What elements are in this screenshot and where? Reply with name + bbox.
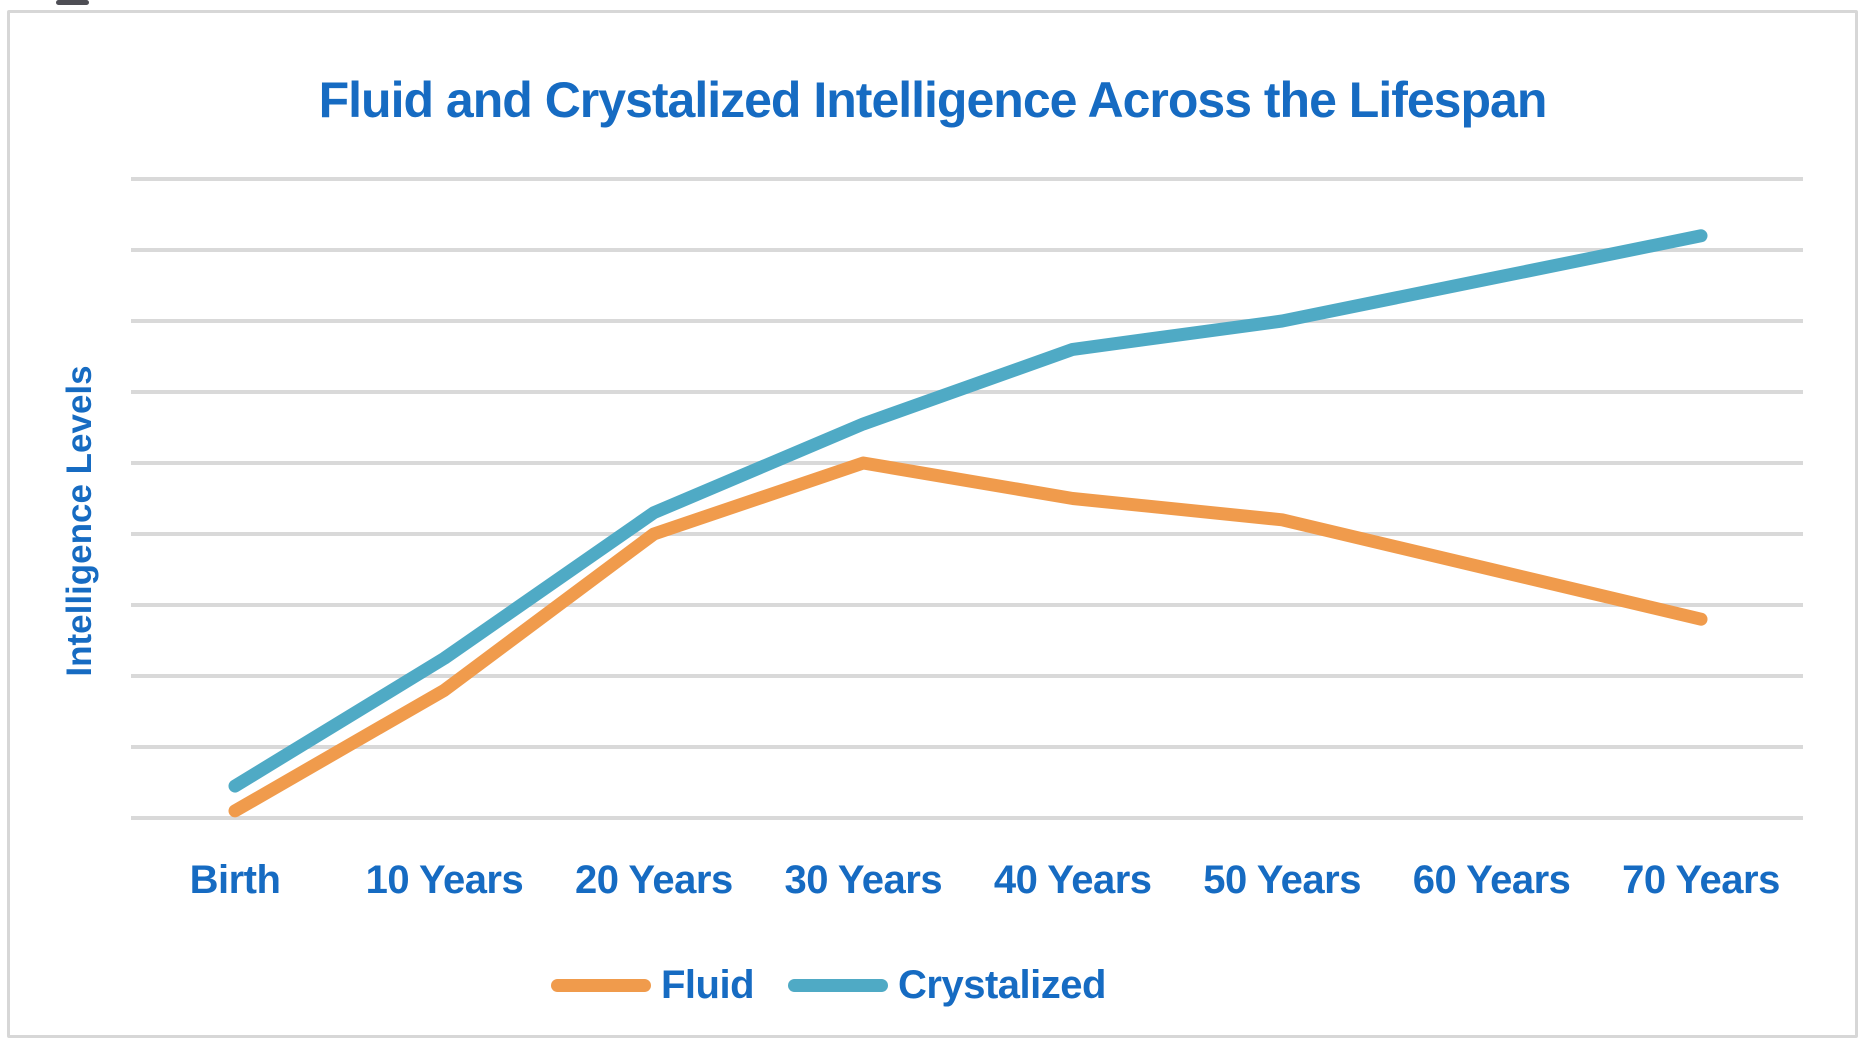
chart-frame: Fluid and Crystalized Intelligence Acros… xyxy=(7,10,1858,1038)
x-tick-label: Birth xyxy=(189,858,281,902)
legend-label: Fluid xyxy=(661,962,755,1007)
chart-title: Fluid and Crystalized Intelligence Acros… xyxy=(318,72,1548,128)
x-tick-label: 60 Years xyxy=(1412,858,1571,902)
plot-area xyxy=(131,177,1803,820)
legend-swatch-fluid xyxy=(551,978,651,992)
legend: Fluid Crystalized xyxy=(551,961,1106,1009)
x-tick-label: 40 Years xyxy=(993,858,1152,902)
x-tick-label: 50 Years xyxy=(1203,858,1361,902)
series-line-crystalized xyxy=(228,229,1708,793)
x-tick-label: 10 Years xyxy=(365,858,524,902)
series-line-fluid xyxy=(228,456,1708,818)
x-tick-label: 70 Years xyxy=(1622,858,1780,902)
legend-item-crystalized: Crystalized xyxy=(788,963,1106,1008)
y-axis-title: Intelligence Levels xyxy=(60,365,99,677)
cropped-ui-artifact xyxy=(56,0,89,5)
legend-swatch-crystalized xyxy=(788,978,889,992)
x-tick-label: 20 Years xyxy=(575,858,733,902)
legend-label: Crystalized xyxy=(898,962,1106,1007)
x-tick-label: 30 Years xyxy=(784,858,943,902)
legend-item-fluid: Fluid xyxy=(551,962,755,1008)
x-axis-labels: Birth 10 Years 20 Years 30 Years 40 Years 50 … xyxy=(10,858,1855,908)
